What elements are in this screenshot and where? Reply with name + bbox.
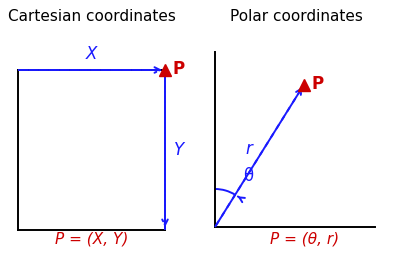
Text: Polar coordinates: Polar coordinates xyxy=(230,9,362,24)
Text: P = (X, Y): P = (X, Y) xyxy=(55,232,129,247)
Text: X: X xyxy=(86,45,97,63)
Text: θ: θ xyxy=(243,167,253,185)
Text: P: P xyxy=(172,60,184,78)
Text: P: P xyxy=(311,74,323,92)
Text: Cartesian coordinates: Cartesian coordinates xyxy=(8,9,176,24)
Text: r: r xyxy=(246,140,253,158)
Text: P = (θ, r): P = (θ, r) xyxy=(270,232,340,247)
Text: Y: Y xyxy=(174,141,184,159)
